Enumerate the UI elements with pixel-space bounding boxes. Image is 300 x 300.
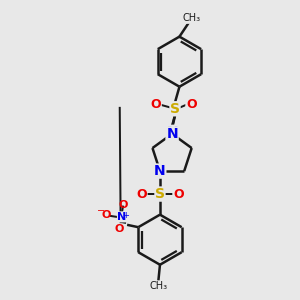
Text: O: O xyxy=(136,188,147,201)
Text: O: O xyxy=(119,200,128,209)
Text: O: O xyxy=(173,188,184,201)
Text: N: N xyxy=(118,212,127,222)
Text: O: O xyxy=(186,98,196,111)
Text: O: O xyxy=(115,224,124,234)
Text: −: − xyxy=(97,206,105,216)
Text: CH₃: CH₃ xyxy=(183,14,201,23)
Text: N: N xyxy=(154,164,166,178)
Text: +: + xyxy=(122,211,129,220)
Text: N: N xyxy=(166,127,178,141)
Text: S: S xyxy=(170,102,180,116)
Text: S: S xyxy=(155,187,165,201)
Text: CH₃: CH₃ xyxy=(149,281,168,291)
Text: O: O xyxy=(101,210,111,220)
Text: N: N xyxy=(166,125,178,139)
Text: O: O xyxy=(151,98,161,111)
